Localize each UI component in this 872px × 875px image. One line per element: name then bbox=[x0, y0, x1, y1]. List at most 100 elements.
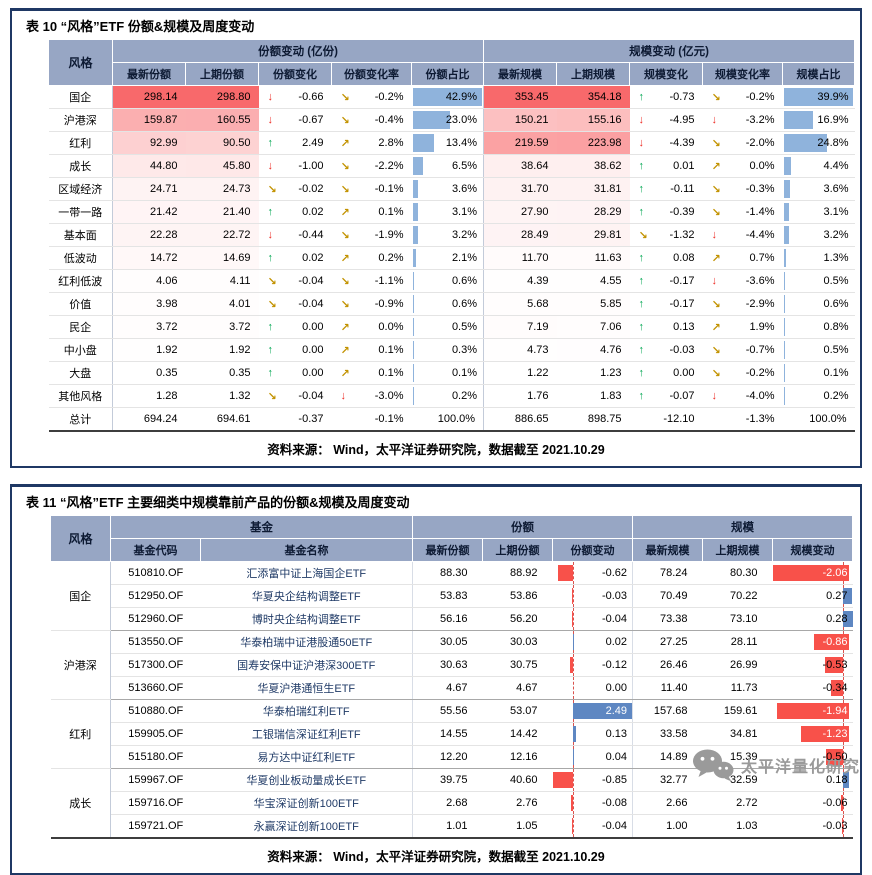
fund-name: 华宝深证创新100ETF bbox=[201, 792, 413, 815]
change-cell: -0.08 bbox=[553, 792, 633, 815]
trend-up-icon: ↑ bbox=[639, 390, 645, 402]
value-cell: 159.87 bbox=[113, 109, 186, 132]
change-cell: ↓-4.4% bbox=[703, 224, 783, 247]
style-name: 民企 bbox=[49, 316, 113, 339]
value-cell: 14.42 bbox=[483, 723, 553, 746]
table11-title: 表 11 “风格”ETF 主要细类中规模靠前产品的份额&规模及周度变动 bbox=[12, 487, 860, 515]
value-cell: 4.76 bbox=[557, 339, 630, 362]
change-cell: ↗0.7% bbox=[703, 247, 783, 270]
column-header: 规模变化 bbox=[630, 63, 703, 86]
value-cell: 11.70 bbox=[484, 247, 557, 270]
value-cell: 27.90 bbox=[484, 201, 557, 224]
change-cell: ↘-2.0% bbox=[703, 132, 783, 155]
trend-dd-icon: ↘ bbox=[268, 390, 277, 403]
trend-dd-icon: ↘ bbox=[341, 229, 350, 242]
style-name: 沪港深 bbox=[51, 631, 111, 700]
column-header: 规模占比 bbox=[783, 63, 855, 86]
ratio-bar bbox=[784, 203, 789, 221]
style-name: 国企 bbox=[49, 86, 113, 109]
ratio-cell: 1.3% bbox=[783, 247, 855, 270]
value-cell: 53.07 bbox=[483, 700, 553, 723]
ratio-cell: 2.1% bbox=[412, 247, 484, 270]
value-cell: 14.72 bbox=[113, 247, 186, 270]
table11-section: 表 11 “风格”ETF 主要细类中规模靠前产品的份额&规模及周度变动 风格基金… bbox=[10, 484, 862, 875]
trend-up-icon: ↑ bbox=[268, 367, 274, 379]
value-cell: 28.11 bbox=[703, 631, 773, 654]
change-cell: -0.62 bbox=[553, 562, 633, 585]
change-cell: ↓-3.0% bbox=[332, 385, 412, 408]
ratio-cell: 0.8% bbox=[783, 316, 855, 339]
change-cell: ↘-1.32 bbox=[630, 224, 703, 247]
total-cell: -0.37 bbox=[259, 408, 332, 432]
trend-dd-icon: ↘ bbox=[341, 91, 350, 104]
change-cell: ↓-0.66 bbox=[259, 86, 332, 109]
bar-axis bbox=[573, 608, 574, 630]
value-cell: 88.30 bbox=[413, 562, 483, 585]
total-cell: 694.24 bbox=[113, 408, 186, 432]
column-header: 最新规模 bbox=[633, 539, 703, 562]
trend-dn-icon: ↓ bbox=[268, 229, 274, 241]
value-cell: 1.83 bbox=[557, 385, 630, 408]
value-cell: 24.73 bbox=[186, 178, 259, 201]
change-cell: -0.03 bbox=[773, 815, 853, 839]
trend-dd-icon: ↘ bbox=[341, 275, 350, 288]
trend-dn-icon: ↓ bbox=[639, 114, 645, 126]
trend-up-icon: ↑ bbox=[639, 183, 645, 195]
change-cell: -0.86 bbox=[773, 631, 853, 654]
trend-du-icon: ↗ bbox=[712, 321, 721, 334]
ratio-cell: 0.2% bbox=[783, 385, 855, 408]
value-cell: 4.11 bbox=[186, 270, 259, 293]
value-cell: 11.40 bbox=[633, 677, 703, 700]
value-cell: 12.20 bbox=[413, 746, 483, 769]
ratio-bar bbox=[413, 203, 418, 221]
change-cell: -0.53 bbox=[773, 654, 853, 677]
column-header: 规模变动 bbox=[773, 539, 853, 562]
fund-code: 159716.OF bbox=[111, 792, 201, 815]
negative-change-bar bbox=[571, 795, 573, 811]
column-header: 份额变动 bbox=[553, 539, 633, 562]
total-label: 总计 bbox=[49, 408, 113, 432]
value-cell: 4.67 bbox=[413, 677, 483, 700]
total-cell: -12.10 bbox=[630, 408, 703, 432]
change-cell: ↘-0.04 bbox=[259, 270, 332, 293]
style-name: 低波动 bbox=[49, 247, 113, 270]
fund-name: 汇添富中证上海国企ETF bbox=[201, 562, 413, 585]
trend-up-icon: ↑ bbox=[639, 160, 645, 172]
value-cell: 28.29 bbox=[557, 201, 630, 224]
value-cell: 354.18 bbox=[557, 86, 630, 109]
value-cell: 24.71 bbox=[113, 178, 186, 201]
total-cell: 886.65 bbox=[484, 408, 557, 432]
change-cell: 0.00 bbox=[553, 677, 633, 700]
ratio-bar bbox=[784, 157, 792, 175]
corner-header: 风格 bbox=[51, 516, 111, 562]
column-header: 上期规模 bbox=[557, 63, 630, 86]
value-cell: 26.46 bbox=[633, 654, 703, 677]
value-cell: 38.64 bbox=[484, 155, 557, 178]
value-cell: 219.59 bbox=[484, 132, 557, 155]
style-name: 沪港深 bbox=[49, 109, 113, 132]
value-cell: 1.03 bbox=[703, 815, 773, 839]
value-cell: 53.83 bbox=[413, 585, 483, 608]
ratio-cell: 3.2% bbox=[412, 224, 484, 247]
change-cell: ↑2.49 bbox=[259, 132, 332, 155]
value-cell: 88.92 bbox=[483, 562, 553, 585]
trend-du-icon: ↗ bbox=[341, 206, 350, 219]
value-cell: 3.72 bbox=[113, 316, 186, 339]
change-cell: ↑-0.11 bbox=[630, 178, 703, 201]
value-cell: 30.63 bbox=[413, 654, 483, 677]
trend-up-icon: ↑ bbox=[268, 321, 274, 333]
trend-up-icon: ↑ bbox=[639, 206, 645, 218]
trend-up-icon: ↑ bbox=[268, 206, 274, 218]
trend-up-icon: ↑ bbox=[639, 298, 645, 310]
bar-axis bbox=[573, 562, 574, 584]
value-cell: 4.39 bbox=[484, 270, 557, 293]
column-header: 规模变化率 bbox=[703, 63, 783, 86]
fund-code: 510880.OF bbox=[111, 700, 201, 723]
